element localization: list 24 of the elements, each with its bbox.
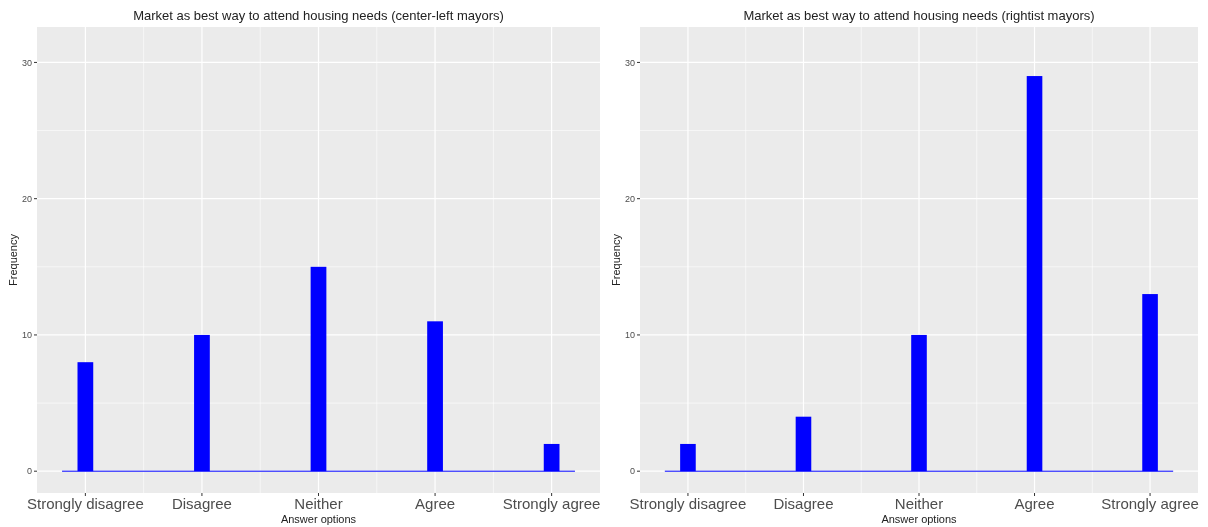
x-axis-title: Answer options — [280, 513, 357, 525]
x-tick-label: Neither — [294, 495, 343, 512]
x-tick-label: Strongly disagree — [629, 495, 747, 512]
y-tick-label: 0 — [26, 466, 32, 477]
y-tick-label: 10 — [21, 330, 32, 341]
x-tick-label: Strongly agree — [502, 495, 601, 512]
y-tick-label: 0 — [629, 466, 635, 477]
y-tick-label: 20 — [21, 193, 32, 204]
x-tick-label: Neither — [894, 495, 944, 512]
x-tick-label: Disagree — [171, 495, 232, 512]
chart-title: Market as best way to attend housing needs (rightist mayors) — [743, 8, 1095, 23]
x-tick-label: Strongly disagree — [27, 495, 144, 512]
x-tick-label: Strongly agree — [1101, 495, 1199, 512]
y-axis-title: Frequency — [610, 233, 622, 286]
x-tick-label: Agree — [415, 495, 456, 512]
x-tick-label: Disagree — [773, 495, 834, 512]
x-tick-label: Agree — [1014, 495, 1055, 512]
y-tick-label: 30 — [624, 57, 635, 68]
y-tick-label: 30 — [21, 57, 32, 68]
y-tick-label: 10 — [624, 330, 635, 341]
y-tick-label: 20 — [624, 193, 635, 204]
x-axis-title: Answer options — [881, 513, 958, 525]
chart-title: Market as best way to attend housing needs (center-left mayors) — [133, 8, 504, 23]
y-axis-title: Frequency — [7, 233, 19, 286]
